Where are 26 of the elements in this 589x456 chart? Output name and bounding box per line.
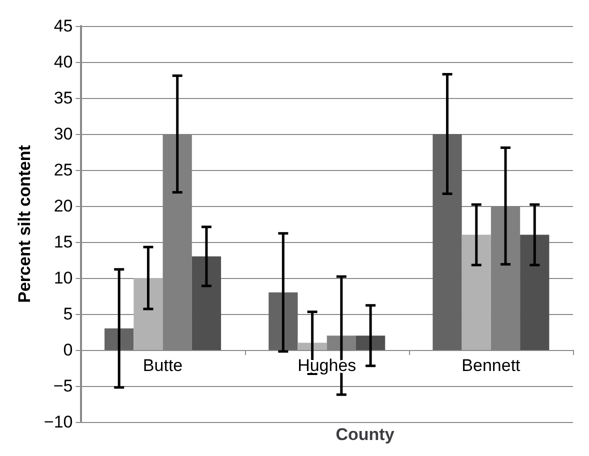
y-tick-label: 5: [63, 304, 73, 324]
y-tick-label: −5: [53, 376, 73, 396]
y-tick-label: 30: [54, 124, 73, 144]
y-tick-label: 20: [54, 196, 73, 216]
bar: [356, 336, 386, 350]
bar: [134, 278, 163, 350]
y-tick-label: 40: [54, 52, 73, 72]
x-tick-label: Butte: [142, 356, 183, 375]
y-tick-label: 35: [54, 88, 73, 108]
y-tick-label: −10: [44, 412, 73, 432]
y-tick-label: 45: [54, 16, 73, 36]
bar: [298, 342, 327, 350]
y-tick-label: 15: [54, 232, 73, 252]
bar: [462, 234, 491, 350]
y-tick-label: 25: [54, 160, 73, 180]
x-tick-label: Bennett: [462, 356, 521, 375]
bar: [432, 134, 462, 350]
bar: [520, 234, 550, 350]
bar: [104, 328, 134, 350]
bar: [326, 336, 356, 350]
y-axis-title: Percent silt content: [15, 144, 34, 303]
x-axis-title: County: [336, 425, 395, 444]
bar: [192, 256, 222, 350]
y-tick-label: 10: [54, 268, 73, 288]
bar: [268, 292, 298, 350]
y-tick-label: 0: [63, 340, 73, 360]
